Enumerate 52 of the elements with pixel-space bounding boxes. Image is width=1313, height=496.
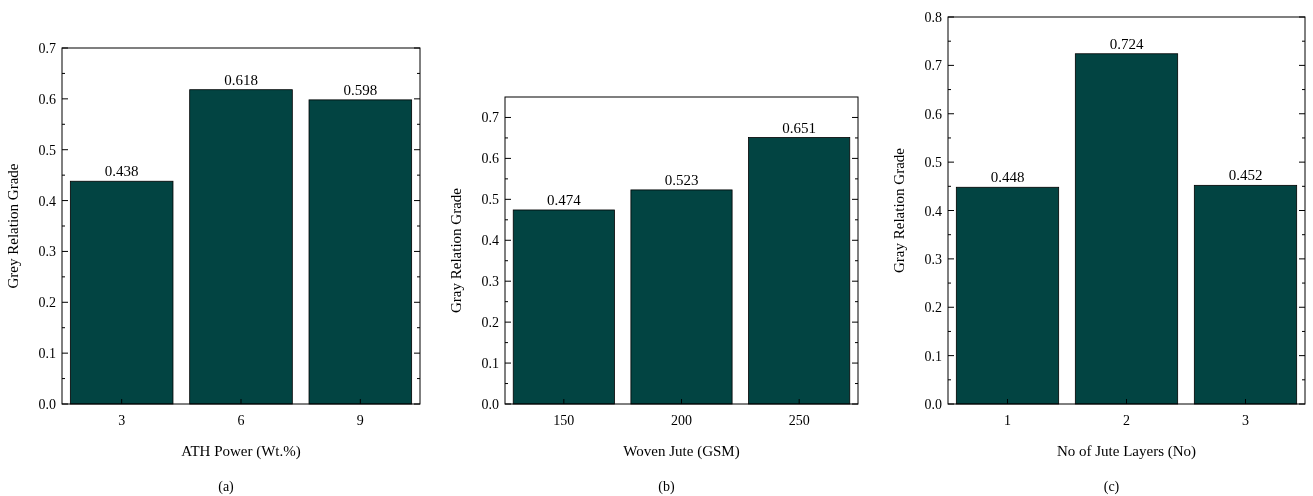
y-tick-label: 0.8 (924, 10, 942, 25)
y-tick-label: 0.3 (924, 251, 942, 267)
data-label: 0.598 (343, 81, 378, 98)
y-tick-label: 0.0 (924, 397, 942, 412)
y-tick-label: 0.3 (38, 244, 56, 260)
y-tick-label: 0.5 (481, 192, 499, 208)
text: (a) (218, 479, 235, 495)
x-tick-label: 3 (1242, 413, 1249, 428)
x-tick-label: 9 (356, 413, 364, 428)
y-tick-label: 0.4 (38, 193, 56, 209)
x-axis-title: ATH Power (Wt.%) (181, 443, 301, 460)
x-axis-title: Woven Jute (GSM) (623, 443, 740, 460)
data-label: 0.438 (104, 163, 139, 180)
y-tick-label: 0.2 (481, 315, 499, 331)
data-label: 0.523 (664, 171, 699, 188)
text: (c) (1103, 479, 1120, 495)
y-tick-label: 0.2 (924, 300, 942, 316)
y-tick-label: 0.6 (38, 91, 56, 107)
y-tick-label: 0.4 (481, 233, 499, 249)
data-label: 0.724 (1109, 35, 1144, 52)
y-axis-title: Gray Relation Grade (448, 187, 464, 313)
data-label: 0.651 (782, 119, 817, 136)
x-tick-label: 200 (671, 413, 692, 428)
x-tick-label: 1 (1004, 413, 1011, 428)
x-tick-label: 150 (553, 413, 575, 428)
data-label: 0.452 (1228, 167, 1263, 184)
data-label: 0.448 (990, 169, 1025, 186)
y-tick-label: 0.5 (38, 142, 56, 158)
y-tick-label: 0.1 (481, 356, 499, 372)
y-tick-label: 0.0 (481, 397, 499, 412)
y-tick-label: 0.1 (924, 348, 942, 364)
x-axis-title: No of Jute Layers (No) (1056, 443, 1197, 460)
x-tick-label: 250 (788, 413, 810, 428)
y-tick-label: 0.5 (924, 155, 942, 171)
data-label: 0.618 (224, 71, 258, 88)
y-tick-label: 0.7 (924, 58, 942, 74)
x-tick-label: 6 (237, 413, 245, 428)
y-axis-title: Gray Relation Grade (891, 147, 907, 273)
x-tick-label: 2 (1123, 413, 1130, 428)
y-tick-label: 0.7 (481, 110, 499, 126)
text: (b) (658, 479, 675, 495)
y-tick-label: 0.6 (924, 106, 942, 122)
y-tick-label: 0.6 (481, 151, 499, 167)
y-tick-label: 0.2 (38, 295, 56, 311)
x-tick-label: 3 (118, 413, 126, 428)
data-label: 0.474 (546, 191, 582, 208)
y-axis-title: Grey Relation Grade (5, 163, 21, 289)
y-tick-label: 0.7 (38, 41, 56, 56)
y-tick-label: 0.0 (38, 397, 56, 412)
y-tick-label: 0.4 (924, 203, 942, 219)
y-tick-label: 0.1 (38, 346, 56, 362)
y-tick-label: 0.3 (481, 274, 499, 290)
